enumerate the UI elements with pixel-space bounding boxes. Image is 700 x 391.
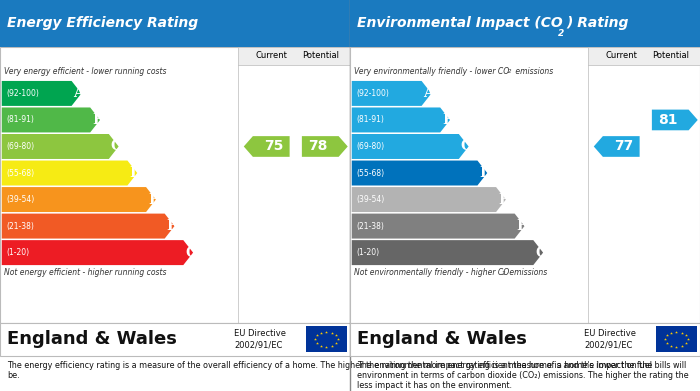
Text: (21-38): (21-38) (356, 222, 384, 231)
Bar (307, 326, 346, 353)
Polygon shape (351, 161, 487, 185)
Text: EU Directive: EU Directive (234, 329, 286, 338)
Polygon shape (351, 213, 524, 239)
Bar (0, 47, 350, 323)
Polygon shape (1, 81, 81, 106)
Polygon shape (351, 187, 506, 212)
Text: (69-80): (69-80) (356, 142, 384, 151)
Text: G: G (185, 246, 197, 260)
Text: 75: 75 (264, 140, 284, 154)
Text: (69-80): (69-80) (6, 142, 34, 151)
Polygon shape (1, 240, 193, 265)
Bar (350, 0, 700, 47)
Polygon shape (351, 81, 431, 106)
Text: Potential: Potential (652, 51, 689, 61)
Text: F: F (167, 219, 176, 233)
Text: F: F (517, 219, 526, 233)
Polygon shape (1, 161, 137, 185)
Text: Very environmentally friendly - lower CO: Very environmentally friendly - lower CO (354, 67, 509, 76)
Text: (21-38): (21-38) (6, 222, 34, 231)
Text: C: C (461, 140, 472, 154)
Bar (0, 323, 350, 356)
Polygon shape (244, 136, 290, 157)
Bar (588, 47, 700, 65)
Text: (1-20): (1-20) (356, 248, 379, 257)
Text: (81-91): (81-91) (356, 115, 384, 124)
Text: Very energy efficient - lower running costs: Very energy efficient - lower running co… (4, 67, 166, 76)
Text: England & Wales: England & Wales (7, 330, 177, 348)
Text: Not environmentally friendly - higher CO: Not environmentally friendly - higher CO (354, 268, 509, 277)
Text: A: A (424, 86, 434, 100)
Polygon shape (1, 187, 156, 212)
Bar (238, 47, 350, 65)
Polygon shape (1, 213, 174, 239)
Text: C: C (111, 140, 122, 154)
Text: The environmental impact rating is a measure of a home's impact on the environme: The environmental impact rating is a mea… (357, 361, 689, 390)
Text: B: B (92, 113, 104, 127)
Text: The energy efficiency rating is a measure of the overall efficiency of a home. T: The energy efficiency rating is a measur… (7, 361, 686, 380)
Bar (0, 0, 350, 47)
Text: Potential: Potential (302, 51, 339, 61)
Text: 2: 2 (503, 271, 505, 276)
Polygon shape (351, 134, 468, 159)
Text: 77: 77 (614, 140, 633, 154)
Text: ) Rating: ) Rating (566, 16, 629, 30)
Text: B: B (442, 113, 454, 127)
Polygon shape (351, 108, 450, 133)
Text: EU Directive: EU Directive (584, 329, 636, 338)
Text: Environmental Impact (CO: Environmental Impact (CO (357, 16, 563, 30)
Text: D: D (130, 166, 141, 180)
Text: D: D (480, 166, 491, 180)
Bar (350, 47, 700, 323)
Text: England & Wales: England & Wales (357, 330, 527, 348)
Text: Current: Current (606, 51, 637, 61)
Bar (657, 326, 696, 353)
Text: (39-54): (39-54) (6, 195, 34, 204)
Text: (55-68): (55-68) (6, 169, 34, 178)
Text: (39-54): (39-54) (356, 195, 384, 204)
Text: (1-20): (1-20) (6, 248, 29, 257)
Text: A: A (74, 86, 84, 100)
Polygon shape (351, 240, 543, 265)
Bar (350, 323, 700, 356)
Text: Current: Current (256, 51, 287, 61)
Text: 2: 2 (559, 29, 564, 38)
Text: E: E (148, 192, 158, 206)
Text: G: G (535, 246, 547, 260)
Text: emissions: emissions (507, 268, 547, 277)
Text: 2: 2 (508, 69, 512, 74)
Polygon shape (1, 134, 118, 159)
Text: emissions: emissions (512, 67, 553, 76)
Text: Not energy efficient - higher running costs: Not energy efficient - higher running co… (4, 268, 166, 277)
Text: (92-100): (92-100) (356, 89, 389, 98)
Polygon shape (652, 109, 698, 130)
Text: (92-100): (92-100) (6, 89, 38, 98)
Text: 2002/91/EC: 2002/91/EC (584, 341, 633, 350)
Polygon shape (302, 136, 348, 157)
Text: (81-91): (81-91) (6, 115, 34, 124)
Text: (55-68): (55-68) (356, 169, 384, 178)
Text: 78: 78 (308, 140, 328, 154)
Text: 81: 81 (658, 113, 678, 127)
Text: Energy Efficiency Rating: Energy Efficiency Rating (7, 16, 198, 30)
Polygon shape (594, 136, 640, 157)
Polygon shape (1, 108, 100, 133)
Text: E: E (498, 192, 508, 206)
Text: 2002/91/EC: 2002/91/EC (234, 341, 283, 350)
